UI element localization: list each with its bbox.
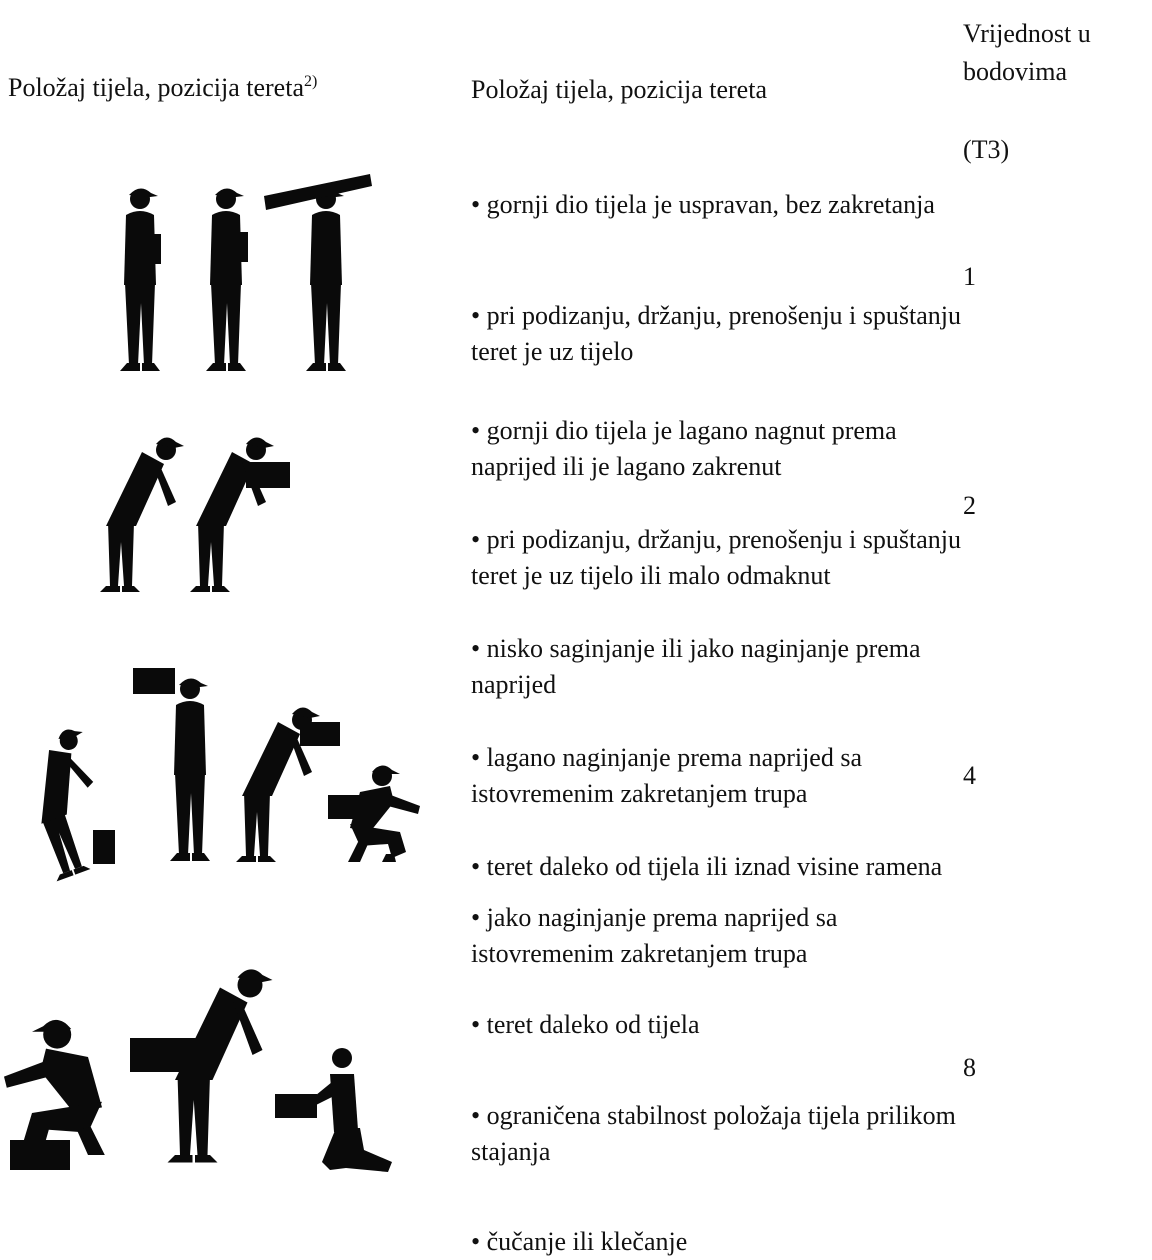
score-value: 8 [963, 1053, 976, 1082]
box [300, 722, 340, 746]
box [222, 232, 248, 262]
description-item: • čučanje ili klečanje [471, 1227, 688, 1256]
figure [4, 1019, 105, 1155]
figure [120, 188, 160, 371]
description-item: • teret daleko od tijela [471, 1010, 700, 1039]
description-item: • gornji dio tijela je uspravan, bez zak… [471, 190, 935, 219]
figure [206, 188, 246, 371]
box [130, 1038, 200, 1072]
score-value: 4 [963, 761, 976, 790]
figure [310, 1048, 392, 1172]
description-item: • gornji dio tijela je lagano nagnut pre… [471, 416, 897, 481]
box [10, 1140, 70, 1170]
description-item: • ograničena stabilnost položaja tijela … [471, 1101, 956, 1166]
footnote-mark: 2) [303, 73, 318, 90]
score-value: 2 [963, 491, 976, 520]
score-value: 1 [963, 262, 976, 291]
box [93, 830, 115, 864]
box [275, 1094, 317, 1118]
description-item: • pri podizanju, držanju, prenošenju i s… [471, 525, 962, 590]
description-item: • teret daleko od tijela ili iznad visin… [471, 852, 943, 881]
figure-group [4, 174, 420, 1172]
description-item: • pri podizanju, držanju, prenošenju i s… [471, 301, 962, 366]
figure [100, 437, 184, 592]
description-item: • jako naginjanje prema naprijed sa isto… [471, 903, 838, 968]
illustrations [4, 174, 420, 1172]
figure [190, 437, 274, 592]
description-item: • nisko saginjanje ili jako naginjanje p… [471, 634, 921, 699]
box [328, 795, 370, 819]
figure [306, 188, 346, 371]
header-text: Položaj tijela, pozicija tereta [8, 73, 304, 102]
column-header: Položaj tijela, pozicija tereta [471, 75, 767, 104]
column-header: Položaj tijela, pozicija tereta2) [8, 70, 317, 106]
description-item: • lagano naginjanje prema naprijed sa is… [471, 743, 863, 808]
box [246, 462, 290, 488]
figure [170, 678, 210, 861]
box [135, 234, 161, 264]
column-header: Vrijednost u bodovima [963, 19, 1091, 86]
column-header-code: (T3) [963, 135, 1010, 164]
box [133, 668, 175, 694]
pole [264, 174, 372, 210]
